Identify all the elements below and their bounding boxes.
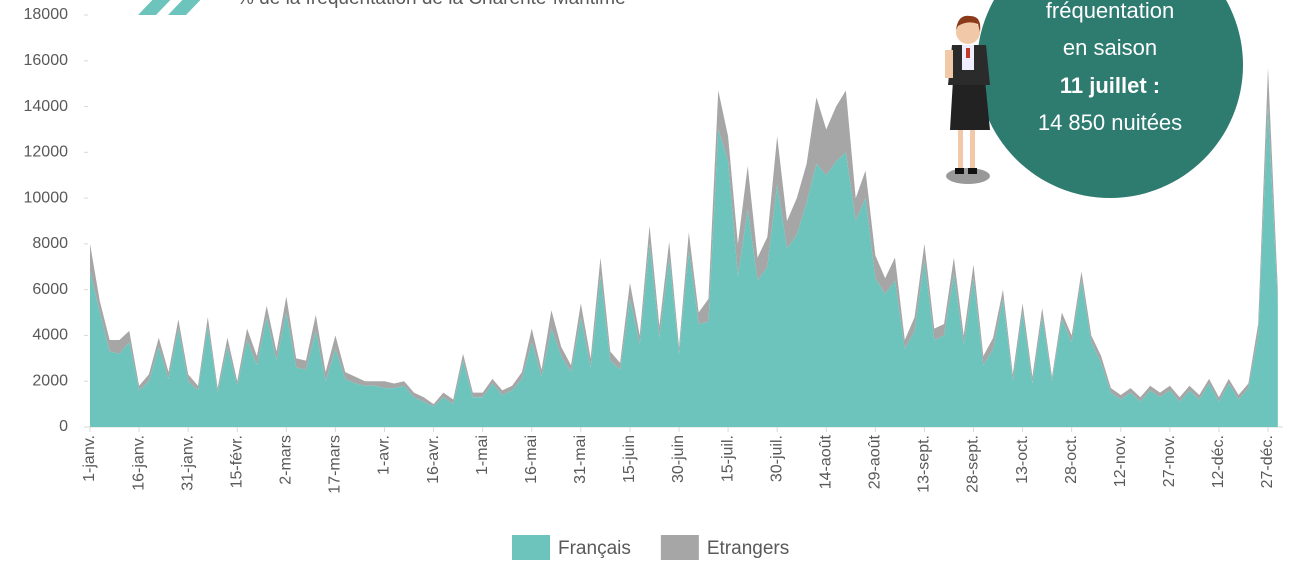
title-decoration bbox=[138, 0, 208, 15]
x-tick-label: 31-janv. bbox=[179, 435, 196, 491]
x-tick-label: 16-janv. bbox=[130, 435, 147, 491]
x-tick-label: 17-mars bbox=[327, 435, 344, 494]
x-tick-label: 15-févr. bbox=[228, 435, 245, 488]
annotation-line: 14 850 nuitées bbox=[1038, 110, 1182, 135]
x-tick-label: 27-déc. bbox=[1259, 435, 1276, 488]
x-tick-label: 16-mai bbox=[523, 435, 540, 484]
y-tick-label: 14000 bbox=[24, 98, 69, 115]
legend-swatch bbox=[661, 535, 699, 560]
x-tick-label: 13-sept. bbox=[916, 435, 933, 493]
x-tick-label: 14-août bbox=[817, 434, 834, 489]
y-tick-label: 12000 bbox=[24, 144, 69, 161]
x-tick-label: 1-mai bbox=[474, 435, 491, 475]
y-tick-label: 8000 bbox=[32, 235, 68, 252]
x-tick-label: 13-oct. bbox=[1014, 435, 1031, 484]
y-tick-label: 4000 bbox=[32, 327, 68, 344]
x-tick-label: 16-avr. bbox=[425, 435, 442, 484]
x-tick-label: 15-juin bbox=[621, 435, 638, 483]
annotation-circle bbox=[977, 0, 1243, 198]
y-tick-label: 6000 bbox=[32, 281, 68, 298]
x-tick-label: 31-mai bbox=[572, 435, 589, 484]
x-tick-label: 12-déc. bbox=[1210, 435, 1227, 488]
x-tick-label: 12-nov. bbox=[1112, 435, 1129, 487]
y-tick-label: 10000 bbox=[24, 189, 69, 206]
legend-label: Etrangers bbox=[707, 538, 789, 559]
x-tick-label: 28-sept. bbox=[965, 435, 982, 493]
y-tick-label: 18000 bbox=[24, 6, 69, 23]
legend-label: Français bbox=[558, 538, 631, 559]
y-tick-label: 16000 bbox=[24, 52, 69, 69]
x-tick-label: 30-juin bbox=[670, 435, 687, 483]
x-tick-label: 27-nov. bbox=[1161, 435, 1178, 487]
annotation-line: fréquentation bbox=[1046, 0, 1174, 23]
x-tick-label: 1-avr. bbox=[376, 435, 393, 475]
annotation-line: 11 juillet : bbox=[1060, 73, 1160, 98]
chart: % de la fréquentation de la Charente-Mar… bbox=[0, 0, 1293, 562]
x-tick-label: 29-août bbox=[867, 434, 884, 489]
annotation-line: en saison bbox=[1063, 35, 1157, 60]
chart-title: % de la fréquentation de la Charente-Mar… bbox=[237, 0, 626, 9]
legend-swatch bbox=[512, 535, 550, 560]
x-tick-label: 28-oct. bbox=[1063, 435, 1080, 484]
y-tick-label: 2000 bbox=[32, 372, 68, 389]
y-tick-label: 0 bbox=[59, 418, 68, 435]
x-tick-label: 30-juil. bbox=[768, 435, 785, 482]
x-tick-label: 2-mars bbox=[278, 435, 295, 485]
x-tick-label: 15-juil. bbox=[719, 435, 736, 482]
x-tick-label: 1-janv. bbox=[81, 435, 98, 482]
